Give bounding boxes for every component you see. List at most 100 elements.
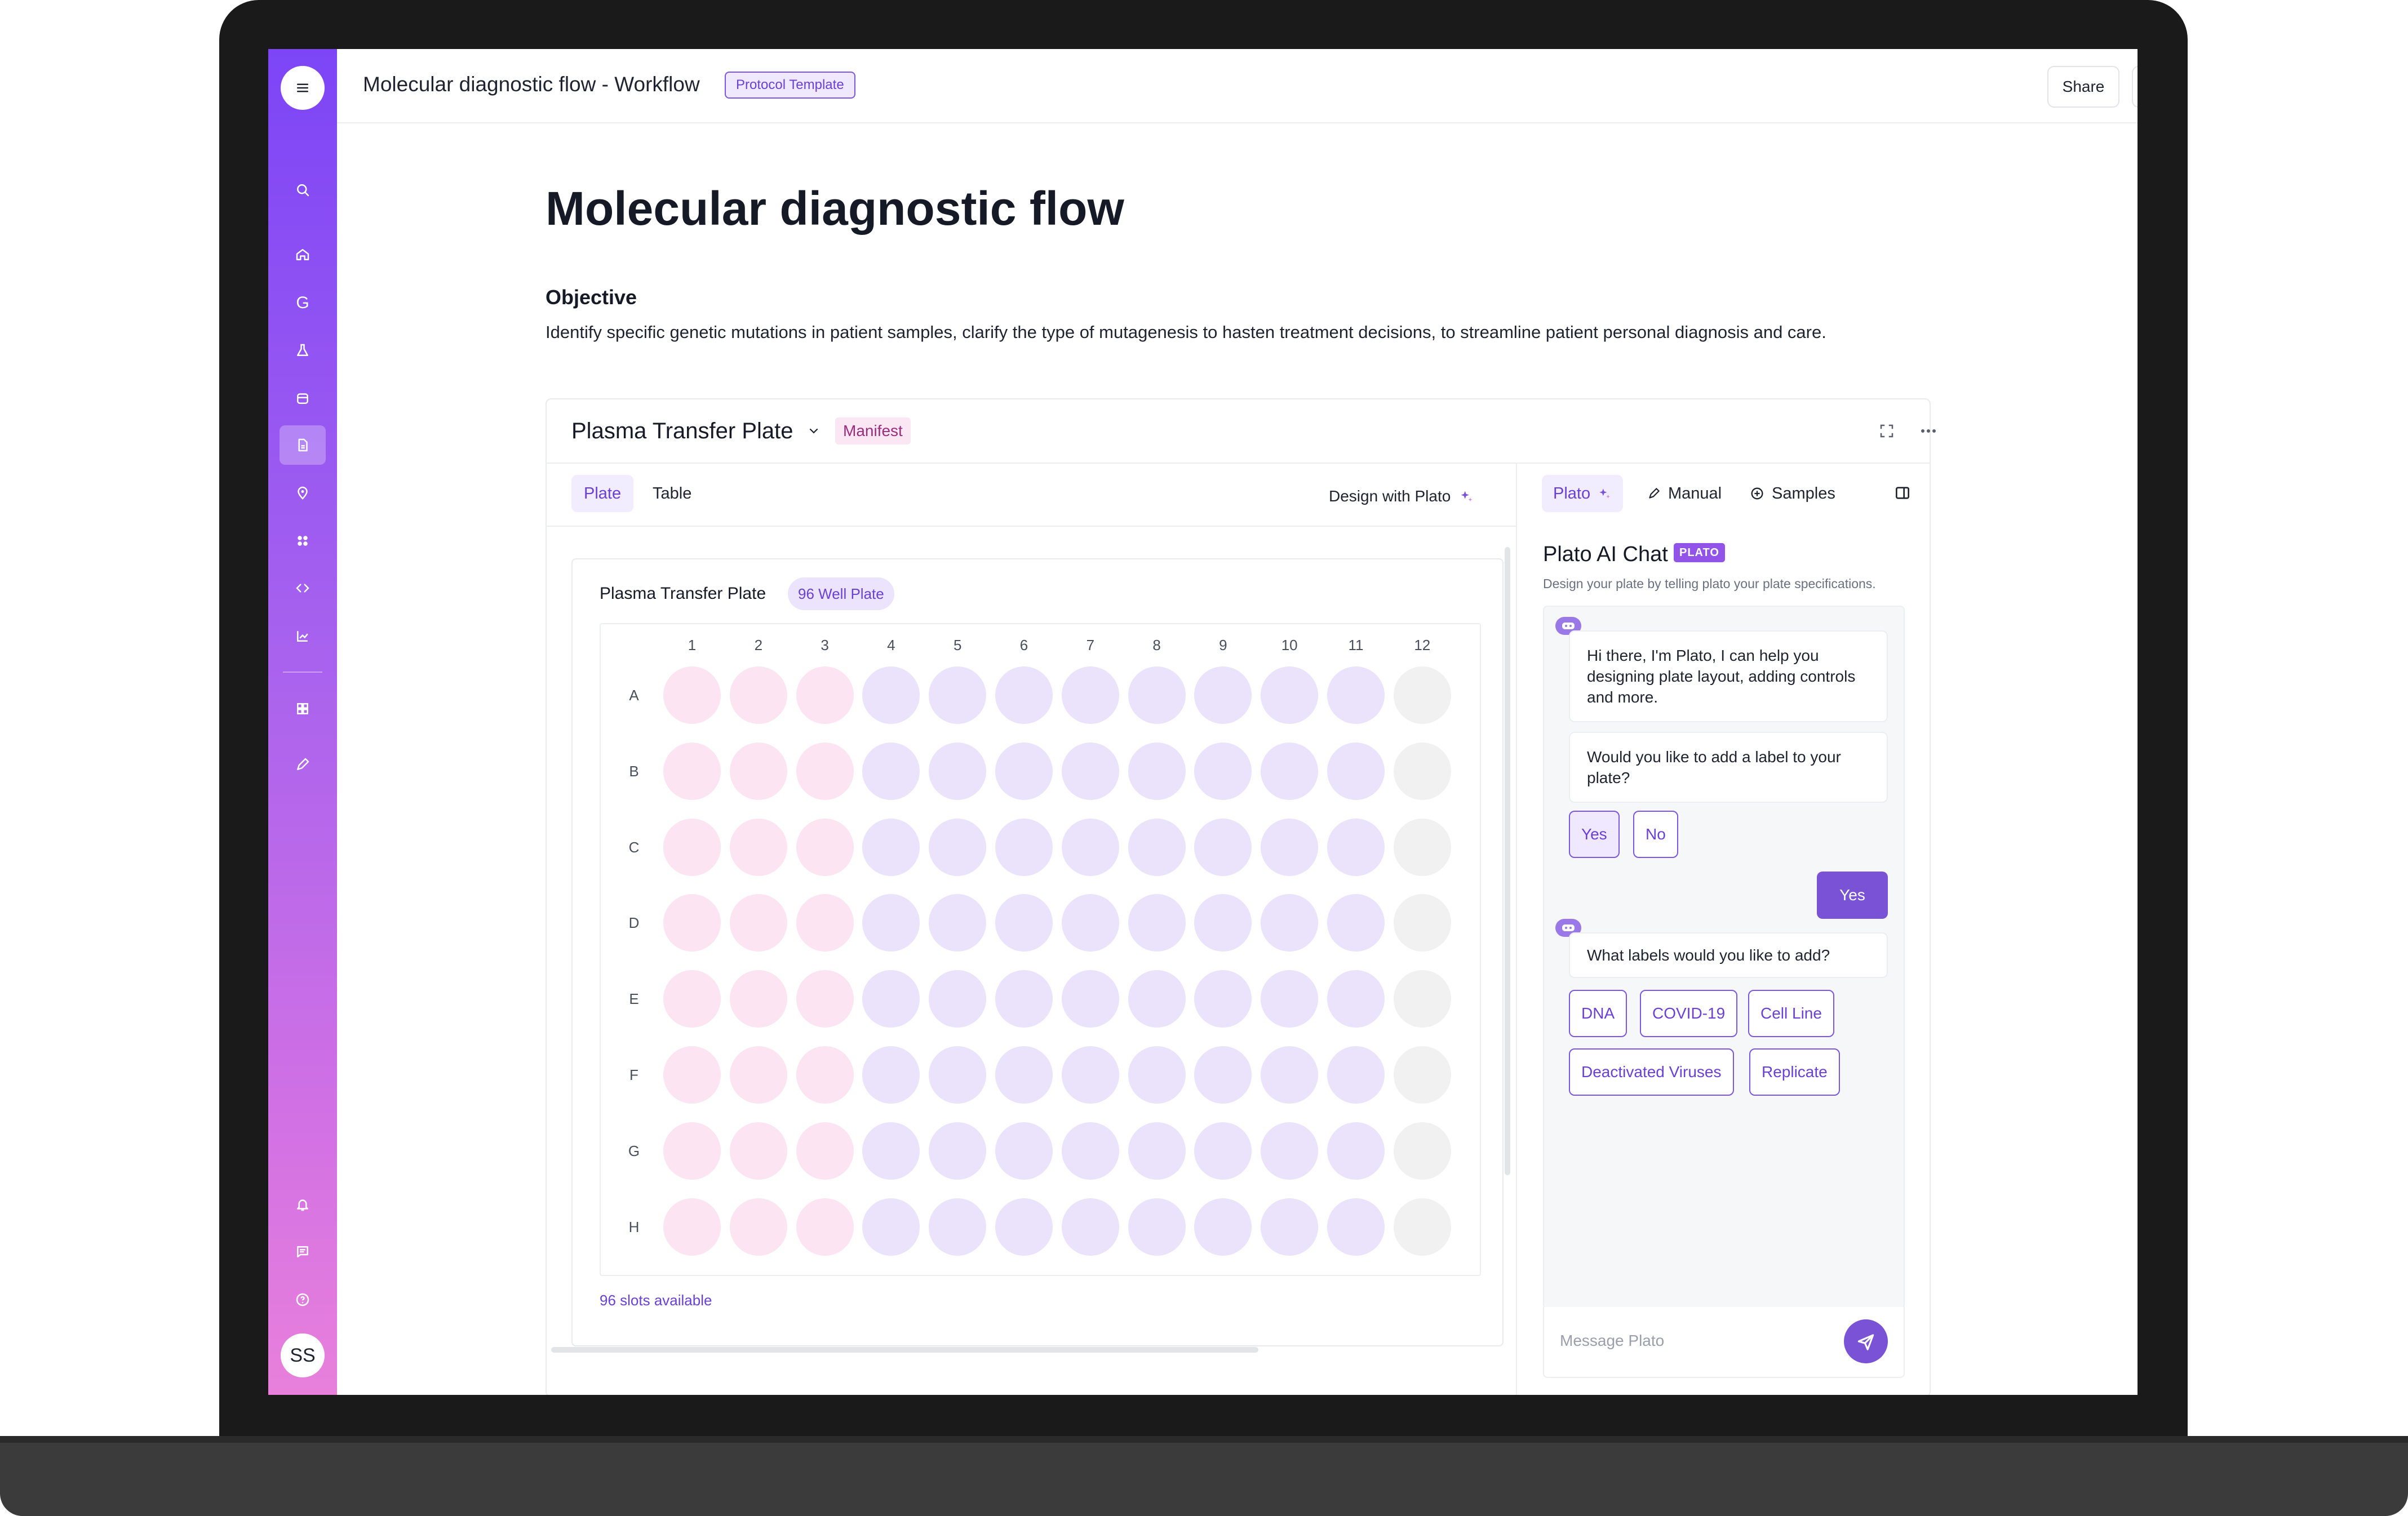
plate-well[interactable]: [929, 970, 987, 1028]
plate-well[interactable]: [1194, 1198, 1252, 1256]
plate-well[interactable]: [796, 742, 854, 800]
plate-well[interactable]: [995, 742, 1053, 800]
plate-well[interactable]: [1261, 666, 1319, 724]
plate-well[interactable]: [995, 666, 1053, 724]
plate-well[interactable]: [929, 894, 987, 952]
plate-well[interactable]: [1194, 970, 1252, 1028]
sidebar-item-apps[interactable]: [280, 521, 326, 561]
plate-well[interactable]: [1327, 742, 1385, 800]
plate-well[interactable]: [1327, 970, 1385, 1028]
card-more-button[interactable]: [1917, 420, 1940, 442]
sidebar-item-search[interactable]: [280, 170, 326, 210]
plate-well[interactable]: [1393, 1198, 1451, 1256]
objective-text[interactable]: Identify specific genetic mutations in p…: [546, 322, 1826, 342]
plate-well[interactable]: [663, 818, 721, 876]
plate-well[interactable]: [1128, 970, 1186, 1028]
plate-well[interactable]: [1393, 818, 1451, 876]
label-option-dna[interactable]: DNA: [1569, 990, 1627, 1037]
plate-well[interactable]: [1393, 666, 1451, 724]
plate-well[interactable]: [862, 894, 920, 952]
plate-well[interactable]: [796, 970, 854, 1028]
plate-well[interactable]: [862, 1046, 920, 1104]
plate-well[interactable]: [1393, 1046, 1451, 1104]
plate-well[interactable]: [729, 1046, 787, 1104]
plate-well[interactable]: [995, 894, 1053, 952]
plate-well[interactable]: [1327, 1122, 1385, 1180]
plate-well[interactable]: [729, 970, 787, 1028]
plate-well[interactable]: [995, 970, 1053, 1028]
plate-well[interactable]: [1393, 1122, 1451, 1180]
plate-well[interactable]: [663, 894, 721, 952]
tab-manual[interactable]: Manual: [1635, 475, 1733, 512]
tab-plato[interactable]: Plato: [1542, 475, 1624, 512]
sidebar-item-analytics[interactable]: [280, 616, 326, 656]
plate-well[interactable]: [1261, 970, 1319, 1028]
plate-well[interactable]: [995, 1046, 1053, 1104]
sidebar-item-messages[interactable]: [280, 1232, 326, 1272]
plate-well[interactable]: [1061, 1046, 1119, 1104]
label-option-covid19[interactable]: COVID-19: [1640, 990, 1738, 1037]
sidebar-item-documents[interactable]: [280, 425, 326, 465]
label-option-deactivated-viruses[interactable]: Deactivated Viruses: [1569, 1048, 1734, 1096]
tab-samples[interactable]: Samples: [1738, 475, 1847, 512]
plate-well[interactable]: [1194, 1046, 1252, 1104]
plate-well[interactable]: [1327, 818, 1385, 876]
sidebar-item-inventory[interactable]: [280, 379, 326, 418]
plate-well[interactable]: [1128, 666, 1186, 724]
design-with-plato-button[interactable]: Design with Plato: [1329, 487, 1474, 505]
plate-well[interactable]: [729, 1122, 787, 1180]
plate-well[interactable]: [1128, 742, 1186, 800]
plate-well[interactable]: [1261, 1122, 1319, 1180]
tab-table[interactable]: Table: [653, 484, 692, 503]
plate-well[interactable]: [929, 742, 987, 800]
plate-well[interactable]: [1261, 1198, 1319, 1256]
plate-well[interactable]: [1128, 894, 1186, 952]
message-input[interactable]: Message Plato: [1560, 1332, 1665, 1349]
plate-well[interactable]: [796, 894, 854, 952]
plate-well[interactable]: [1393, 742, 1451, 800]
sidebar-item-dashboard[interactable]: [280, 689, 326, 728]
plate-well[interactable]: [1128, 1198, 1186, 1256]
send-button[interactable]: [1844, 1319, 1888, 1363]
sidebar-item-lab[interactable]: [280, 331, 326, 370]
plate-well[interactable]: [995, 1122, 1053, 1180]
plate-well[interactable]: [729, 818, 787, 876]
avatar[interactable]: SS: [281, 1333, 325, 1377]
plate-well[interactable]: [796, 818, 854, 876]
plate-well[interactable]: [929, 1122, 987, 1180]
plate-well[interactable]: [1128, 1046, 1186, 1104]
horizontal-scrollbar[interactable]: [551, 1347, 1258, 1353]
plate-well[interactable]: [796, 666, 854, 724]
plate-well[interactable]: [1327, 1046, 1385, 1104]
menu-button[interactable]: [281, 66, 325, 110]
plate-well[interactable]: [663, 742, 721, 800]
sidebar-item-code[interactable]: [280, 568, 326, 608]
sidebar-item-edit[interactable]: [280, 745, 326, 784]
more-options-button[interactable]: [2132, 66, 2138, 108]
plate-well[interactable]: [663, 1198, 721, 1256]
option-no-button[interactable]: No: [1633, 811, 1678, 858]
sidebar-item-notifications[interactable]: [280, 1185, 326, 1224]
plate-well[interactable]: [1128, 1122, 1186, 1180]
plate-well[interactable]: [1061, 1198, 1119, 1256]
option-yes-button[interactable]: Yes: [1569, 811, 1620, 858]
plate-well[interactable]: [1194, 1122, 1252, 1180]
plate-well[interactable]: [796, 1046, 854, 1104]
expand-button[interactable]: [1875, 420, 1898, 442]
plate-well[interactable]: [929, 1046, 987, 1104]
plate-well[interactable]: [1061, 742, 1119, 800]
label-option-cell-line[interactable]: Cell Line: [1748, 990, 1834, 1037]
sidebar-item-g[interactable]: G: [280, 283, 326, 323]
tab-plate[interactable]: Plate: [571, 475, 634, 512]
plate-well[interactable]: [1261, 1046, 1319, 1104]
plate-well[interactable]: [729, 894, 787, 952]
plate-well[interactable]: [796, 1198, 854, 1256]
sidebar-item-locations[interactable]: [280, 473, 326, 513]
plate-well[interactable]: [729, 1198, 787, 1256]
plate-well[interactable]: [663, 1122, 721, 1180]
plate-well[interactable]: [862, 666, 920, 724]
plate-well[interactable]: [1128, 818, 1186, 876]
plate-well[interactable]: [862, 818, 920, 876]
plate-well[interactable]: [663, 970, 721, 1028]
plate-well[interactable]: [1261, 894, 1319, 952]
